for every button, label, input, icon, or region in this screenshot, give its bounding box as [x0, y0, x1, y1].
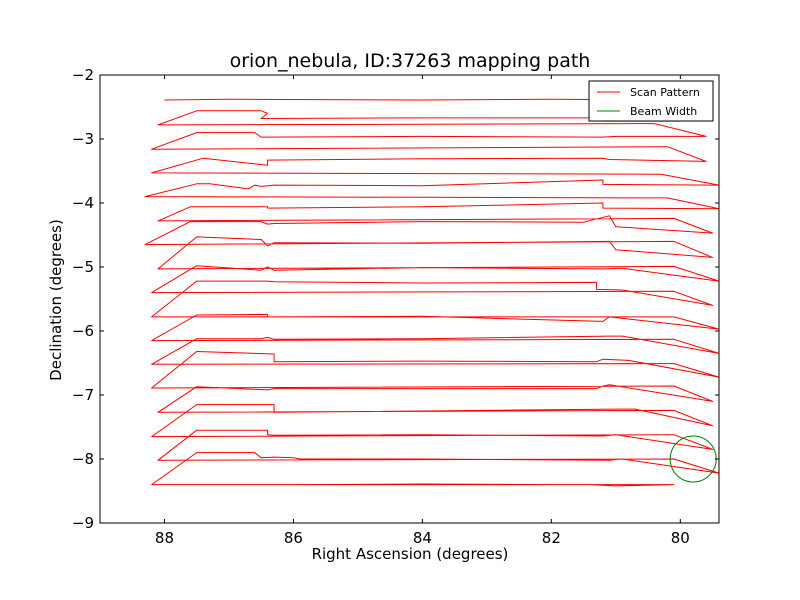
y-tick-label: −9 — [72, 514, 94, 532]
y-tick-label: −4 — [72, 194, 94, 212]
axis-ticks: 88 86 84 82 80 −2 −3 −4 −5 −6 −7 −8 −9 — [72, 66, 719, 547]
legend-label-scan-pattern: Scan Pattern — [630, 86, 700, 99]
x-tick-label: 88 — [155, 529, 174, 547]
x-tick-label: 82 — [542, 529, 561, 547]
x-axis-label: Right Ascension (degrees) — [312, 545, 509, 563]
x-tick-label: 86 — [284, 529, 303, 547]
legend-box — [588, 80, 714, 122]
y-tick-label: −8 — [72, 450, 94, 468]
legend-label-beam-width: Beam Width — [630, 105, 697, 118]
y-tick-label: −2 — [72, 66, 94, 84]
y-tick-label: −3 — [72, 130, 94, 148]
x-tick-label: 80 — [671, 529, 690, 547]
y-axis-label: Declination (degrees) — [47, 219, 65, 381]
y-tick-label: −5 — [72, 258, 94, 276]
y-tick-label: −7 — [72, 386, 94, 404]
x-tick-label: 84 — [413, 529, 432, 547]
axes-frame — [99, 74, 720, 524]
y-tick-label: −6 — [72, 322, 94, 340]
chart-title: orion_nebula, ID:37263 mapping path — [230, 50, 591, 72]
legend: Scan Pattern Beam Width — [588, 80, 714, 122]
series-line-scan-pattern — [144, 98, 720, 487]
